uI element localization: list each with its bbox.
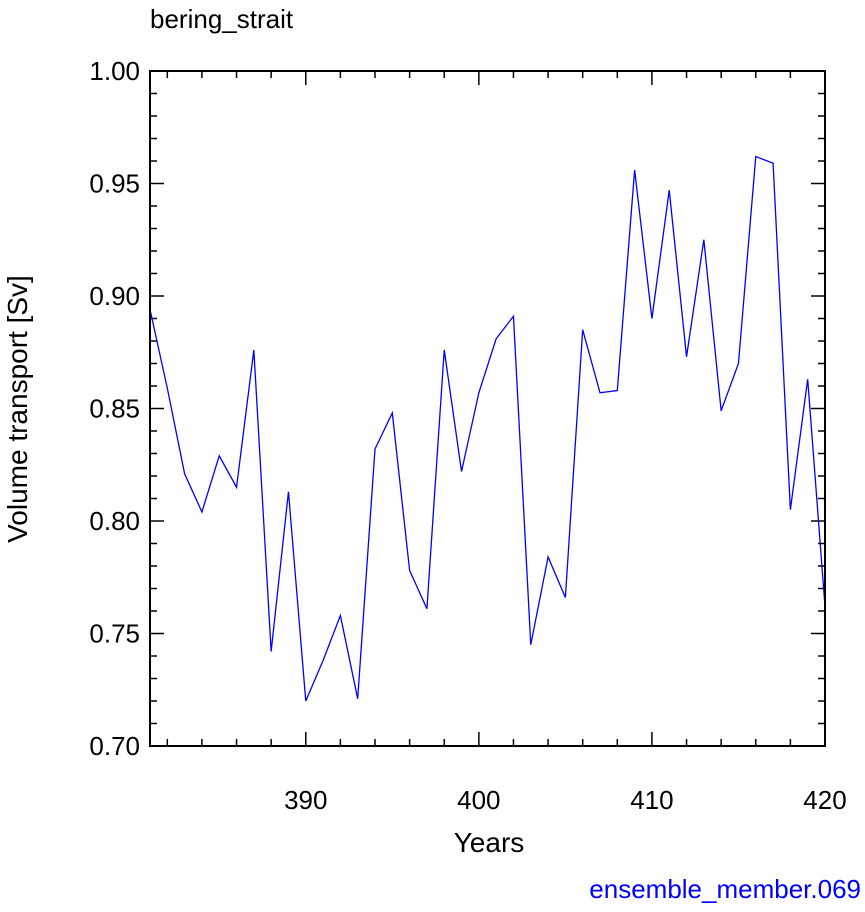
x-tick-labels: 390 400 410 420	[284, 785, 847, 815]
axis-ticks	[150, 70, 826, 747]
x-tick-label: 390	[284, 785, 327, 815]
y-tick-labels: 0.70 0.75 0.80 0.85 0.90 0.95 1.00	[89, 56, 140, 761]
y-tick-label: 0.80	[89, 506, 140, 536]
y-tick-label: 1.00	[89, 56, 140, 86]
series-line	[149, 155, 826, 702]
x-tick-label: 400	[457, 785, 500, 815]
x-axis-label: Years	[454, 827, 525, 858]
chart-title: bering_strait	[150, 4, 294, 34]
ensemble-member-label: ensemble_member.069	[589, 874, 861, 904]
plot-frame	[149, 70, 826, 747]
y-tick-label: 0.90	[89, 281, 140, 311]
y-tick-label: 0.85	[89, 394, 140, 424]
y-axis-label: Volume transport [Sv]	[2, 275, 33, 543]
y-tick-label: 0.75	[89, 619, 140, 649]
y-tick-label: 0.70	[89, 731, 140, 761]
x-tick-label: 420	[803, 785, 846, 815]
y-tick-label: 0.95	[89, 169, 140, 199]
x-tick-label: 410	[630, 785, 673, 815]
